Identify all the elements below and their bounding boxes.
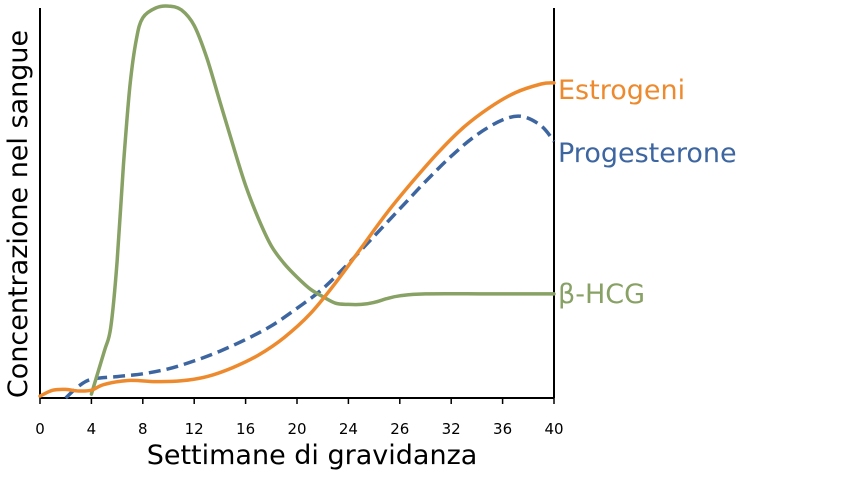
series-line-progesterone xyxy=(64,114,556,400)
x-tick-label: 32 xyxy=(442,420,461,438)
x-tick-label: 16 xyxy=(236,420,255,438)
series-label-estrogeni: Estrogeni xyxy=(558,75,685,106)
x-tick-label: 4 xyxy=(87,420,97,438)
x-tick-label: 12 xyxy=(185,420,204,438)
series-layer xyxy=(38,4,556,400)
series-line-estrogeni xyxy=(38,81,556,398)
series-labels: Estrogeni Progesterone β-HCG xyxy=(558,75,737,310)
x-tick-label: 8 xyxy=(138,420,148,438)
x-axis-title: Settimane di gravidanza xyxy=(147,440,478,471)
x-tick-label: 36 xyxy=(493,420,512,438)
x-tick-label: 20 xyxy=(287,420,306,438)
x-tick-labels: 0 4 8 12 16 20 24 26 32 36 40 xyxy=(35,420,563,438)
series-line-hcg xyxy=(89,4,556,396)
x-tick-label: 24 xyxy=(339,420,358,438)
x-tick-label: 40 xyxy=(544,420,563,438)
axes xyxy=(39,8,555,404)
series-label-hcg: β-HCG xyxy=(558,279,645,310)
series-label-progesterone: Progesterone xyxy=(558,138,737,169)
x-tick-label: 26 xyxy=(390,420,409,438)
x-tick-label: 0 xyxy=(35,420,45,438)
y-axis-title: Concentrazione nel sangue xyxy=(3,30,34,398)
